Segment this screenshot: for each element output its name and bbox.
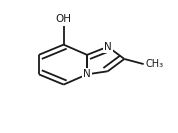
Text: N: N: [83, 69, 91, 79]
Text: OH: OH: [56, 14, 72, 24]
Text: CH₃: CH₃: [145, 59, 163, 69]
Text: N: N: [104, 42, 112, 52]
